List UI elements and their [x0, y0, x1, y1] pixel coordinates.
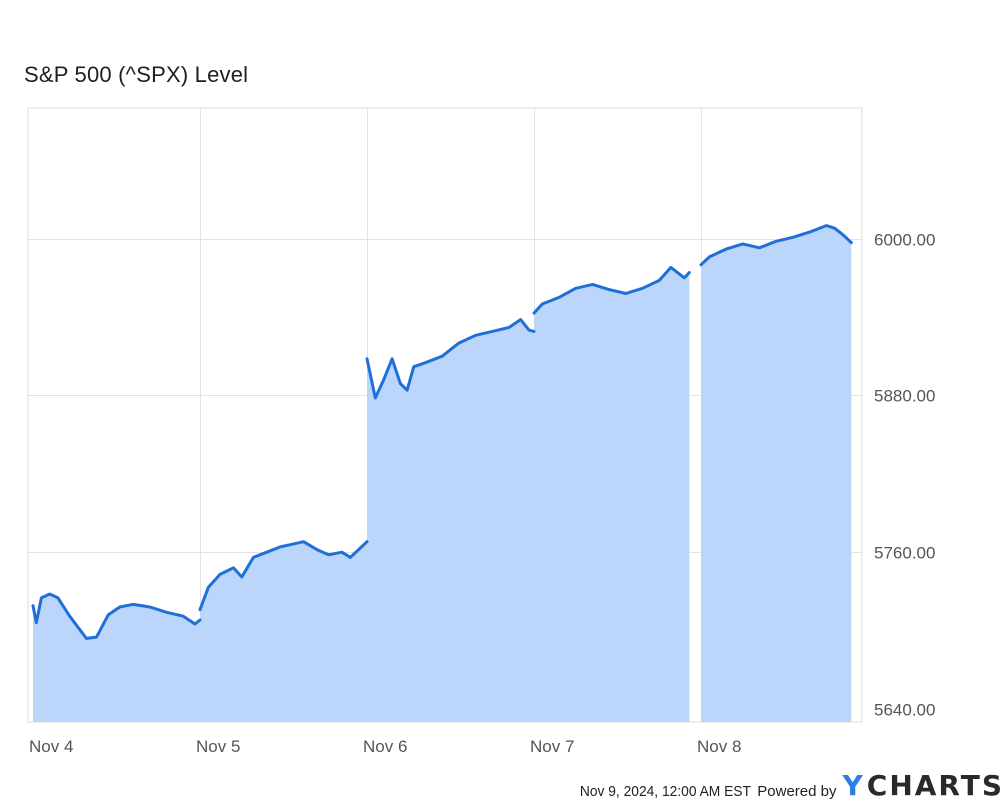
y-tick-label: 5760.00	[874, 544, 935, 563]
ycharts-logo: Y CHARTS	[842, 772, 1004, 800]
area-fill-segment-3	[534, 267, 689, 722]
x-tick-label: Nov 8	[697, 737, 741, 756]
ycharts-logo-text: CHARTS	[867, 772, 1004, 800]
area-fill-segment-4	[701, 226, 851, 722]
footer-powered-by: Powered by	[757, 783, 836, 800]
area-fill-segment-2	[367, 320, 534, 722]
y-axis-labels: 5640.00 5760.00 5880.00 6000.00	[874, 231, 935, 720]
footer-timestamp: Nov 9, 2024, 12:00 AM EST	[580, 783, 751, 800]
chart-footer: Nov 9, 2024, 12:00 AM EST Powered by Y C…	[565, 772, 1004, 800]
y-tick-label: 5880.00	[874, 387, 935, 406]
y-tick-label: 6000.00	[874, 231, 935, 250]
x-tick-label: Nov 7	[530, 737, 574, 756]
y-tick-label: 5640.00	[874, 701, 935, 720]
x-tick-label: Nov 4	[29, 737, 73, 756]
ycharts-logo-mark: Y	[842, 772, 864, 800]
x-tick-label: Nov 6	[363, 737, 407, 756]
x-tick-label: Nov 5	[196, 737, 240, 756]
x-axis-labels: Nov 4 Nov 5 Nov 6 Nov 7 Nov 8	[29, 737, 741, 756]
